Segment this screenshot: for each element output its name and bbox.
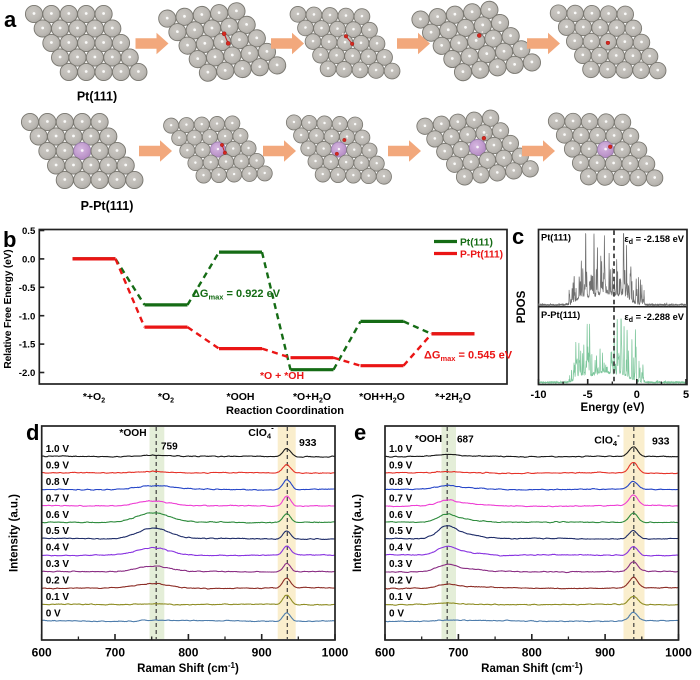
svg-text:687: 687: [457, 434, 474, 445]
svg-text:Intensity (a.u.): Intensity (a.u.): [352, 494, 364, 572]
svg-text:Reaction Coordination: Reaction Coordination: [226, 405, 344, 417]
svg-text:0.6 V: 0.6 V: [389, 510, 413, 521]
svg-text:1.0 V: 1.0 V: [46, 444, 70, 455]
svg-text:a: a: [4, 7, 17, 32]
svg-text:-2.0: -2.0: [19, 368, 36, 379]
svg-text:0.3 V: 0.3 V: [46, 559, 70, 570]
svg-text:*O2: *O2: [158, 391, 174, 405]
svg-text:ClO4-: ClO4-: [248, 424, 274, 441]
svg-text:P-Pt(111): P-Pt(111): [541, 310, 580, 320]
svg-text:900: 900: [595, 646, 615, 660]
svg-text:0.8 V: 0.8 V: [389, 477, 413, 488]
svg-text:Raman Shift (cm-1): Raman Shift (cm-1): [137, 661, 239, 675]
svg-text:*OOH: *OOH: [119, 428, 146, 439]
svg-text:600: 600: [32, 646, 52, 660]
svg-text:0.4 V: 0.4 V: [389, 543, 413, 554]
svg-text:Raman Shift (cm-1): Raman Shift (cm-1): [481, 661, 583, 675]
svg-text:-0.5: -0.5: [19, 283, 36, 294]
svg-text:ΔGmax = 0.922 eV: ΔGmax = 0.922 eV: [192, 288, 281, 302]
svg-text:Pt(111): Pt(111): [77, 90, 117, 104]
svg-text:Pt(111): Pt(111): [460, 237, 493, 248]
svg-text:0.3 V: 0.3 V: [389, 559, 413, 570]
svg-text:-10: -10: [531, 389, 547, 401]
svg-text:*O+H2O: *O+H2O: [293, 391, 331, 405]
svg-text:*+2H2O: *+2H2O: [435, 391, 471, 405]
svg-text:0: 0: [634, 389, 640, 401]
svg-text:e: e: [354, 420, 366, 445]
svg-text:Energy (eV): Energy (eV): [581, 402, 645, 414]
svg-text:*OOH: *OOH: [226, 391, 254, 403]
svg-text:1000: 1000: [665, 646, 692, 660]
svg-text:Pt(111): Pt(111): [541, 233, 571, 243]
svg-text:0.1 V: 0.1 V: [46, 592, 70, 603]
svg-text:*OOH: *OOH: [415, 434, 442, 445]
svg-text:0.0: 0.0: [22, 255, 35, 266]
svg-text:0.2 V: 0.2 V: [46, 576, 70, 587]
svg-text:0.7 V: 0.7 V: [389, 493, 413, 504]
svg-text:ΔGmax = 0.545 eV: ΔGmax = 0.545 eV: [424, 350, 513, 364]
svg-text:*+O2: *+O2: [83, 391, 105, 405]
svg-text:εd = -2.288 eV: εd = -2.288 eV: [624, 312, 684, 324]
svg-text:*O + *OH: *O + *OH: [260, 370, 304, 382]
svg-text:800: 800: [178, 646, 198, 660]
svg-text:933: 933: [299, 437, 317, 449]
svg-text:-1.5: -1.5: [19, 340, 36, 351]
svg-text:0.5 V: 0.5 V: [46, 526, 70, 537]
svg-text:759: 759: [161, 442, 178, 453]
svg-text:0.2 V: 0.2 V: [389, 576, 413, 587]
svg-text:0.4 V: 0.4 V: [46, 543, 70, 554]
svg-text:Relative Free Energy (eV): Relative Free Energy (eV): [3, 249, 14, 368]
svg-text:b: b: [3, 227, 16, 252]
svg-text:-5: -5: [583, 389, 593, 401]
svg-text:1000: 1000: [322, 646, 349, 660]
svg-text:1.0 V: 1.0 V: [389, 444, 413, 455]
svg-text:0.6 V: 0.6 V: [46, 510, 70, 521]
svg-text:ClO4-: ClO4-: [594, 431, 620, 448]
svg-text:0.5 V: 0.5 V: [389, 526, 413, 537]
svg-text:0.9 V: 0.9 V: [389, 461, 413, 472]
svg-text:PDOS: PDOS: [516, 290, 528, 323]
svg-text:0.5: 0.5: [22, 226, 36, 237]
svg-text:c: c: [512, 224, 524, 249]
svg-text:700: 700: [448, 646, 468, 660]
svg-text:Intensity (a.u.): Intensity (a.u.): [9, 494, 21, 572]
svg-text:0 V: 0 V: [46, 609, 61, 620]
svg-text:-1.0: -1.0: [19, 311, 36, 322]
svg-text:0.7 V: 0.7 V: [46, 493, 70, 504]
svg-text:900: 900: [252, 646, 272, 660]
svg-text:εd = -2.158 eV: εd = -2.158 eV: [624, 234, 684, 246]
svg-text:P-Pt(111): P-Pt(111): [81, 199, 134, 213]
svg-text:0 V: 0 V: [389, 609, 404, 620]
svg-text:933: 933: [652, 436, 670, 448]
svg-text:0.1 V: 0.1 V: [389, 592, 413, 603]
svg-text:5: 5: [683, 389, 689, 401]
svg-text:P-Pt(111): P-Pt(111): [460, 249, 503, 260]
svg-text:0.9 V: 0.9 V: [46, 461, 70, 472]
svg-text:600: 600: [375, 646, 395, 660]
svg-text:700: 700: [105, 646, 125, 660]
svg-text:d: d: [26, 420, 39, 445]
svg-text:800: 800: [522, 646, 542, 660]
svg-text:0.8 V: 0.8 V: [46, 477, 70, 488]
svg-text:*OH+H2O: *OH+H2O: [359, 391, 405, 405]
